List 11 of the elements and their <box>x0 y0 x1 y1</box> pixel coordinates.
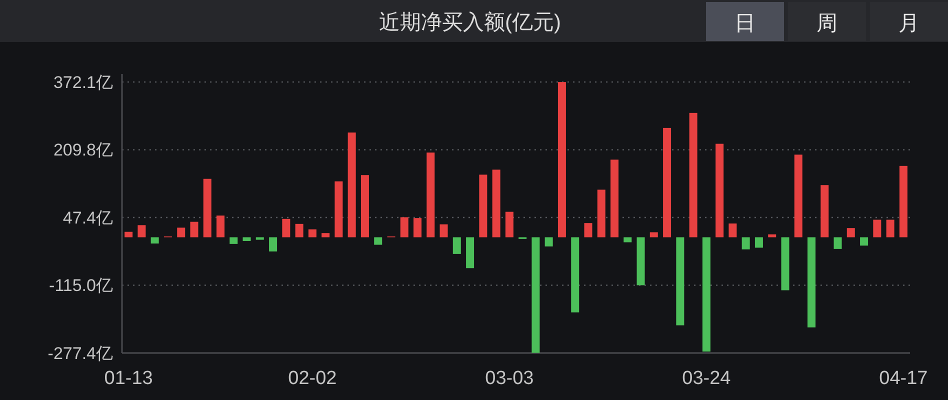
xtick: 04-17 <box>879 368 928 389</box>
ytick: -115.0亿 <box>49 276 113 296</box>
ytick: 209.8亿 <box>53 140 113 160</box>
title: 近期净买入额(亿元) <box>379 11 561 34</box>
xtick: 03-03 <box>485 368 534 389</box>
ytick: -277.4亿 <box>48 344 113 363</box>
xtick: 02-02 <box>288 368 337 389</box>
xtick: 01-13 <box>104 368 153 389</box>
ytick: 47.4亿 <box>62 208 113 228</box>
ytick: 372.1亿 <box>53 73 113 92</box>
xtick: 03-24 <box>682 368 731 389</box>
